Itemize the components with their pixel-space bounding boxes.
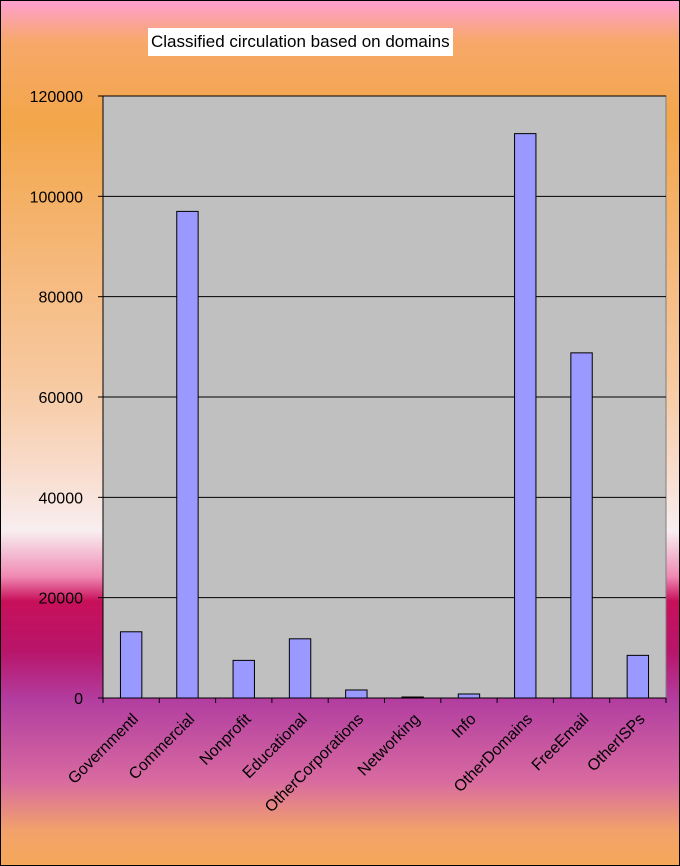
x-tick-label: OtherCorporations bbox=[262, 711, 367, 816]
bar-info bbox=[457, 693, 481, 699]
bar-educational bbox=[288, 638, 312, 699]
bar-commercial bbox=[176, 210, 199, 699]
y-tick-label: 40000 bbox=[39, 490, 84, 507]
y-tick-label: 100000 bbox=[30, 189, 83, 206]
bar-freeemail bbox=[570, 352, 593, 699]
y-tick-label: 120000 bbox=[30, 89, 83, 106]
y-tick-label: 0 bbox=[74, 691, 83, 708]
y-tick-label: 60000 bbox=[39, 390, 84, 407]
bar-otherisps bbox=[626, 654, 650, 699]
x-tick-label: Nonprofit bbox=[197, 710, 255, 768]
bar-governmentl bbox=[119, 631, 143, 699]
x-tick-label: OtherISPs bbox=[584, 711, 648, 775]
bar-otherdomains bbox=[514, 133, 537, 699]
bar-nonprofit bbox=[232, 659, 255, 699]
x-tick-label: FreeEmail bbox=[529, 711, 593, 775]
y-axis-ticks: 0 20000 40000 60000 80000 100000 120000 bbox=[30, 89, 103, 708]
x-axis-ticks: GovernmentlCommercialNonprofitEducationa… bbox=[65, 698, 667, 816]
y-tick-label: 80000 bbox=[39, 290, 84, 307]
bar-othercorporations bbox=[345, 689, 368, 699]
chart-title: Classified circulation based on domains bbox=[148, 28, 453, 56]
x-tick-label: Info bbox=[449, 711, 480, 742]
y-tick-label: 20000 bbox=[39, 591, 84, 608]
